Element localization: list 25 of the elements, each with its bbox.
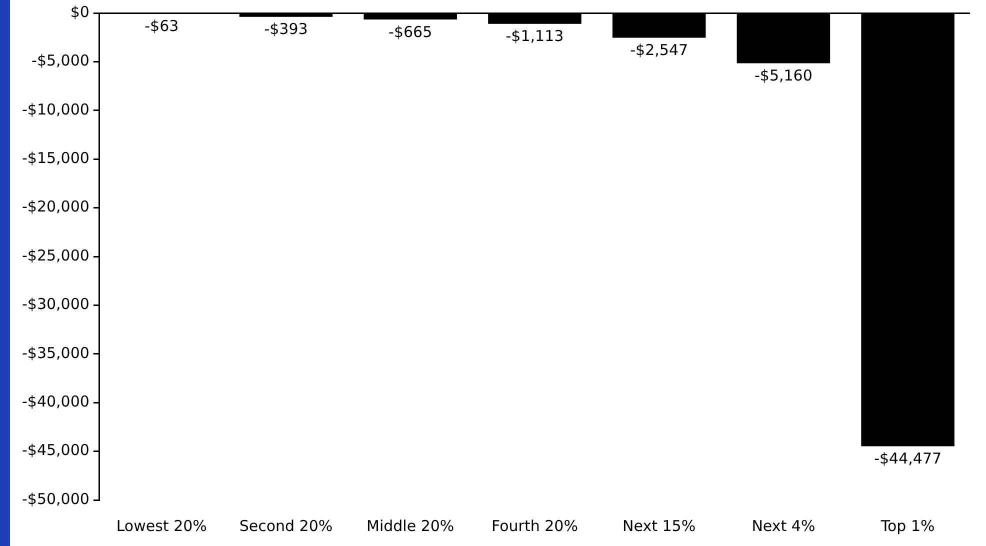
- y-tick-label: -$45,000: [22, 441, 90, 460]
- y-tick-label: -$50,000: [22, 490, 90, 508]
- y-tick-label: -$40,000: [22, 392, 90, 410]
- data-label: -$5,160: [754, 66, 812, 85]
- data-label: -$63: [144, 17, 179, 36]
- y-tick-label: -$25,000: [22, 246, 90, 264]
- x-tick-label: Fourth 20%: [491, 516, 578, 535]
- y-tick-label: -$35,000: [22, 344, 90, 362]
- x-tick-label: Second 20%: [239, 516, 333, 535]
- y-tick-label: -$10,000: [22, 100, 90, 118]
- x-tick-label: Next 15%: [622, 516, 696, 535]
- data-label: -$1,113: [506, 27, 564, 46]
- x-tick-label: Middle 20%: [366, 516, 454, 535]
- y-tick-label: -$5,000: [32, 52, 90, 70]
- y-tick-label: -$20,000: [22, 198, 90, 216]
- data-label: -$665: [388, 22, 432, 41]
- y-tick-label: -$15,000: [22, 148, 90, 167]
- x-tick-label: Next 4%: [752, 516, 816, 535]
- data-label: -$393: [264, 20, 308, 38]
- x-tick-label: Lowest 20%: [116, 516, 207, 535]
- y-tick-label: $0: [70, 2, 90, 21]
- data-label: -$44,477: [874, 450, 942, 468]
- x-tick-label: Top 1%: [880, 516, 935, 535]
- y-tick-label: -$30,000: [22, 295, 90, 314]
- data-label: -$2,547: [630, 41, 688, 60]
